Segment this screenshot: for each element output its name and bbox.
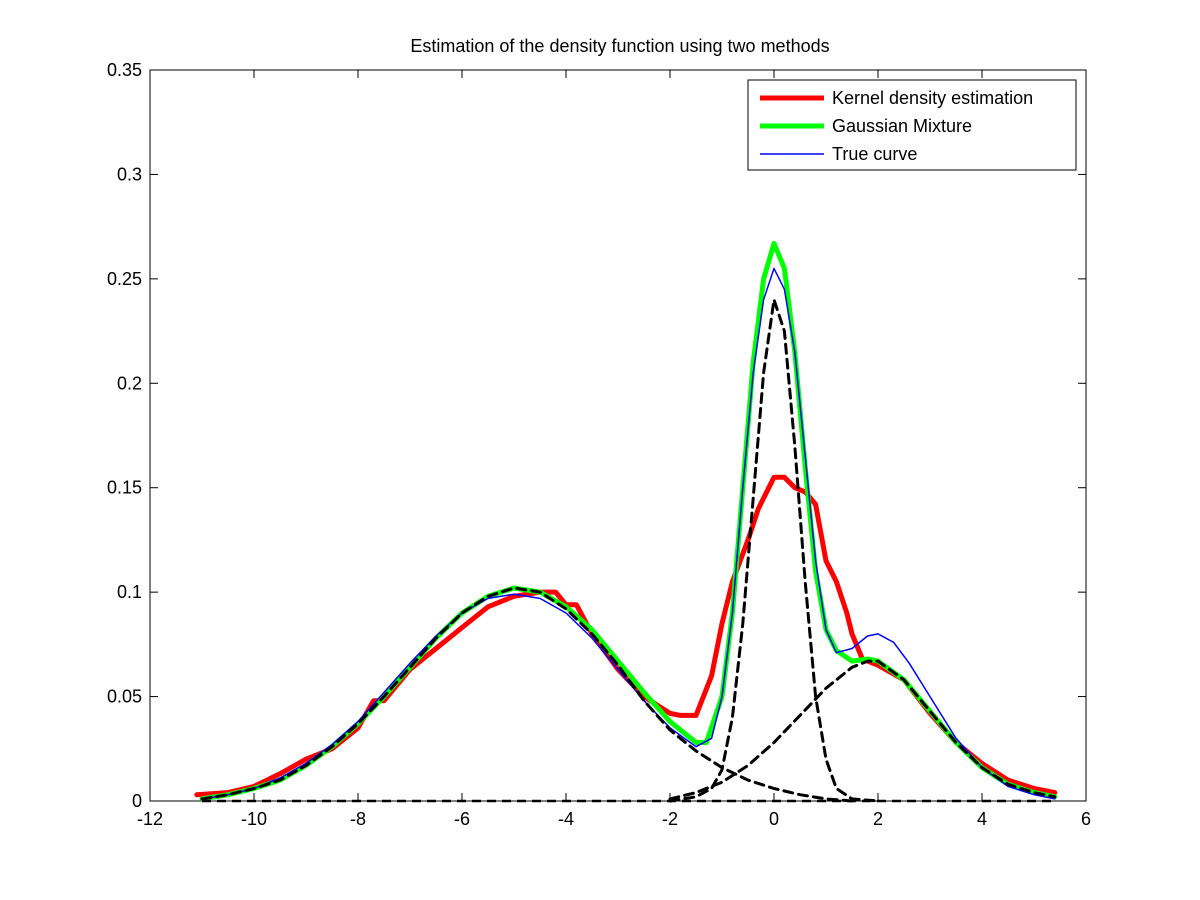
y-tick-label: 0.2 — [117, 373, 142, 393]
x-tick-label: 6 — [1081, 809, 1091, 829]
y-tick-label: 0.25 — [107, 269, 142, 289]
y-tick-label: 0.1 — [117, 582, 142, 602]
legend-label: Kernel density estimation — [832, 88, 1033, 108]
legend: Kernel density estimation Gaussian Mixtur… — [747, 79, 1077, 171]
x-tick-label: 2 — [873, 809, 883, 829]
chart-title: Estimation of the density function using… — [410, 36, 829, 56]
x-tick-label: -4 — [558, 809, 574, 829]
x-tick-label: 4 — [977, 809, 987, 829]
y-tick-label: 0.05 — [107, 687, 142, 707]
x-tick-label: 0 — [769, 809, 779, 829]
x-tick-label: -10 — [241, 809, 267, 829]
y-tick-label: 0.35 — [107, 60, 142, 80]
x-tick-label: -2 — [662, 809, 678, 829]
y-tick-label: 0 — [132, 791, 142, 811]
axes-box — [149, 69, 1087, 802]
y-tick-label: 0.3 — [117, 164, 142, 184]
plot-area — [149, 69, 1087, 802]
y-tick-label: 0.15 — [107, 478, 142, 498]
x-axis-ticks: -12 -10 -8 -6 -4 -2 0 2 4 6 — [137, 70, 1091, 829]
series-layer — [194, 240, 1058, 803]
y-axis-ticks: 0 0.05 0.1 0.15 0.2 0.25 0.3 0.35 — [107, 60, 1086, 811]
x-tick-label: -12 — [137, 809, 163, 829]
component-dashed-line-4 — [668, 298, 880, 803]
legend-label: Gaussian Mixture — [832, 116, 972, 136]
legend-label: True curve — [832, 144, 917, 164]
x-tick-label: -8 — [350, 809, 366, 829]
x-tick-label: -6 — [454, 809, 470, 829]
component-dashed-line-5 — [668, 659, 1057, 801]
component-dashed-line-3 — [200, 586, 854, 803]
series-line-true-curve — [201, 267, 1056, 800]
